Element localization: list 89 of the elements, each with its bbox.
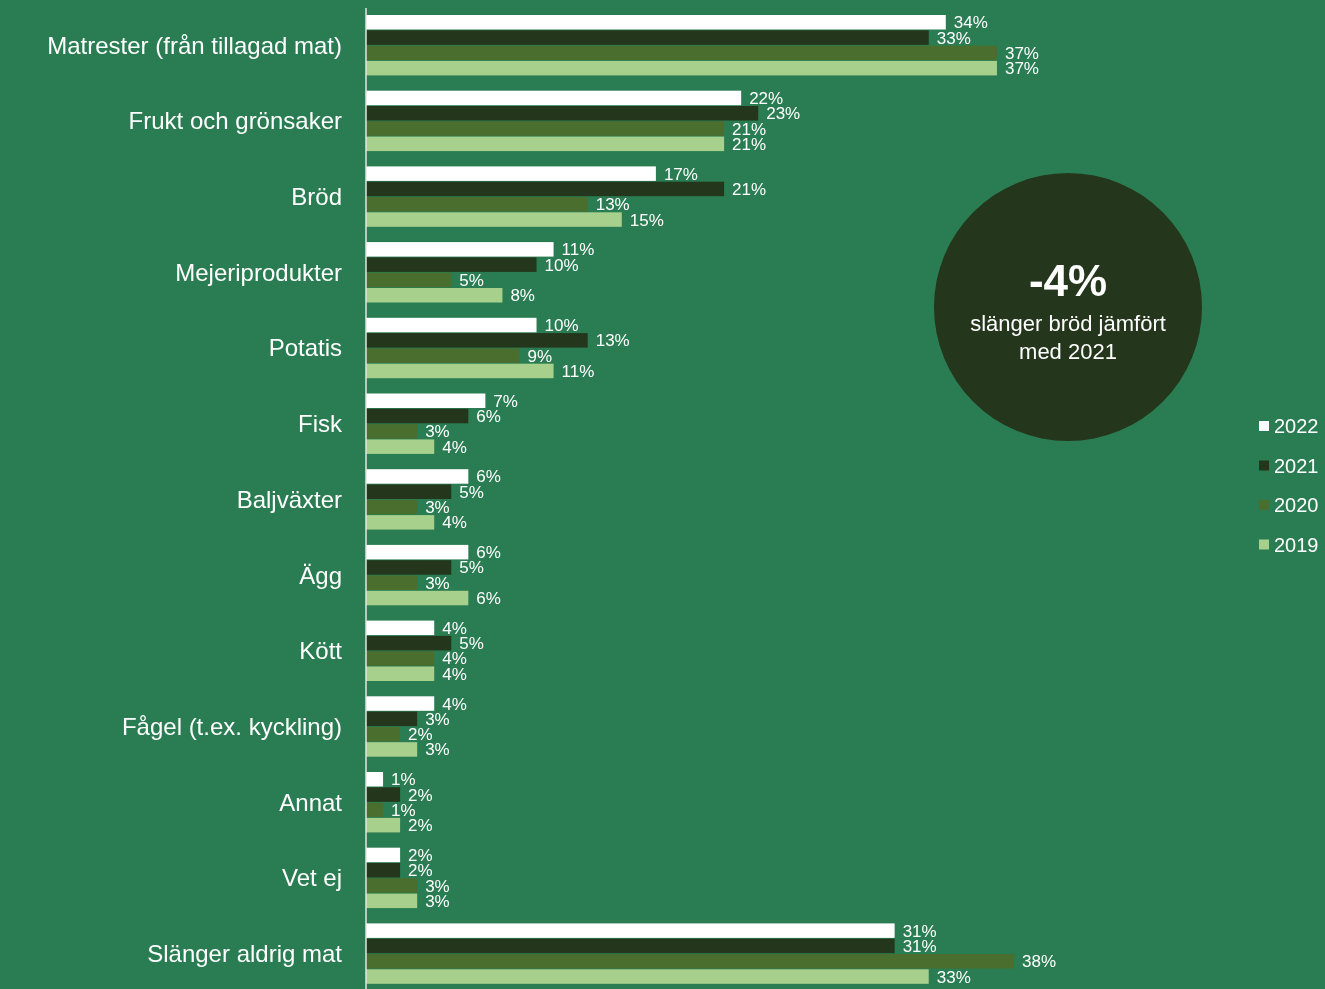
data-label: 5% xyxy=(459,270,484,290)
y-tick-label: Potatis xyxy=(268,334,342,362)
bar xyxy=(366,348,520,363)
bar xyxy=(366,212,622,227)
data-label: 33% xyxy=(936,967,971,987)
bar xyxy=(366,15,946,30)
data-label: 38% xyxy=(1022,952,1057,972)
bar xyxy=(366,696,435,711)
bar xyxy=(366,817,401,833)
y-tick-label: Frukt och grönsaker xyxy=(128,107,343,135)
bar xyxy=(366,666,435,681)
bar xyxy=(366,469,469,484)
legend-label: 2019 xyxy=(1274,533,1319,556)
bar xyxy=(366,787,401,802)
data-label: 17% xyxy=(663,164,698,184)
bar xyxy=(366,408,469,424)
bar xyxy=(366,711,418,727)
bar xyxy=(366,726,401,742)
bar xyxy=(366,106,759,121)
bar xyxy=(366,590,469,606)
y-tick-label: Fisk xyxy=(298,410,343,438)
data-label: 21% xyxy=(732,179,767,199)
bar xyxy=(366,544,469,560)
bar xyxy=(366,272,452,288)
bar xyxy=(366,515,435,530)
data-label: 9% xyxy=(527,346,553,366)
bar xyxy=(366,969,929,984)
y-tick-label: Mejeriprodukter xyxy=(175,258,343,286)
bar xyxy=(366,560,452,575)
y-tick-label: Bröd xyxy=(291,183,342,210)
bar xyxy=(366,257,537,272)
y-tick-label: Baljväxter xyxy=(236,485,343,513)
bar xyxy=(366,499,418,515)
data-label: 4% xyxy=(442,618,467,638)
bar xyxy=(366,60,997,76)
bar xyxy=(366,363,554,379)
data-label: 4% xyxy=(442,513,467,533)
y-tick-label: Vet ej xyxy=(281,864,342,892)
bar xyxy=(366,484,452,499)
y-tick-label: Fågel (t.ex. kyckling) xyxy=(121,712,342,740)
data-label: 8% xyxy=(510,286,535,306)
bar xyxy=(366,136,725,152)
bar xyxy=(366,635,452,651)
y-tick-label: Annat xyxy=(279,788,343,816)
bar xyxy=(366,121,725,136)
bar xyxy=(366,863,401,878)
y-tick-label: Matrester (från tillagad mat) xyxy=(47,31,342,59)
bar xyxy=(366,772,384,787)
bar xyxy=(366,938,895,954)
bar xyxy=(366,847,401,863)
y-tick-label: Kött xyxy=(299,637,343,665)
text: -4% xyxy=(1028,256,1108,305)
bar xyxy=(366,424,418,439)
data-label: 13% xyxy=(595,195,630,215)
bar xyxy=(366,197,588,212)
bar xyxy=(366,288,503,303)
bar xyxy=(366,166,656,181)
data-label: 15% xyxy=(629,210,664,230)
bar xyxy=(366,181,725,197)
bar xyxy=(366,802,384,818)
data-label: 10% xyxy=(544,316,579,336)
bar xyxy=(366,954,1014,969)
bar xyxy=(366,575,418,590)
bar xyxy=(366,30,929,45)
bar xyxy=(366,923,895,938)
bar xyxy=(366,878,418,893)
bar xyxy=(366,317,537,333)
bar xyxy=(366,742,418,757)
bar xyxy=(366,333,588,348)
data-label: 6% xyxy=(476,589,501,609)
data-label: 13% xyxy=(595,331,630,351)
bar xyxy=(366,651,435,666)
legend-label: 2020 xyxy=(1274,494,1319,516)
bar xyxy=(366,90,742,106)
data-label: 3% xyxy=(425,573,450,593)
annotation: slänger bröd jämfört med 2021 xyxy=(970,311,1166,364)
legend-label: 2022 xyxy=(1274,415,1319,437)
bar xyxy=(366,439,435,454)
bar xyxy=(366,393,486,408)
bar xyxy=(366,242,554,257)
y-tick-label: Ägg xyxy=(299,561,342,589)
y-tick-label: Slänger aldrig mat xyxy=(147,940,343,967)
legend-label: 2021 xyxy=(1274,454,1319,477)
data-label: 5% xyxy=(459,558,484,578)
bar xyxy=(366,620,435,636)
data-label: 3% xyxy=(425,740,450,760)
data-label: 11% xyxy=(561,361,595,381)
bar xyxy=(366,893,418,909)
bar xyxy=(366,45,997,61)
